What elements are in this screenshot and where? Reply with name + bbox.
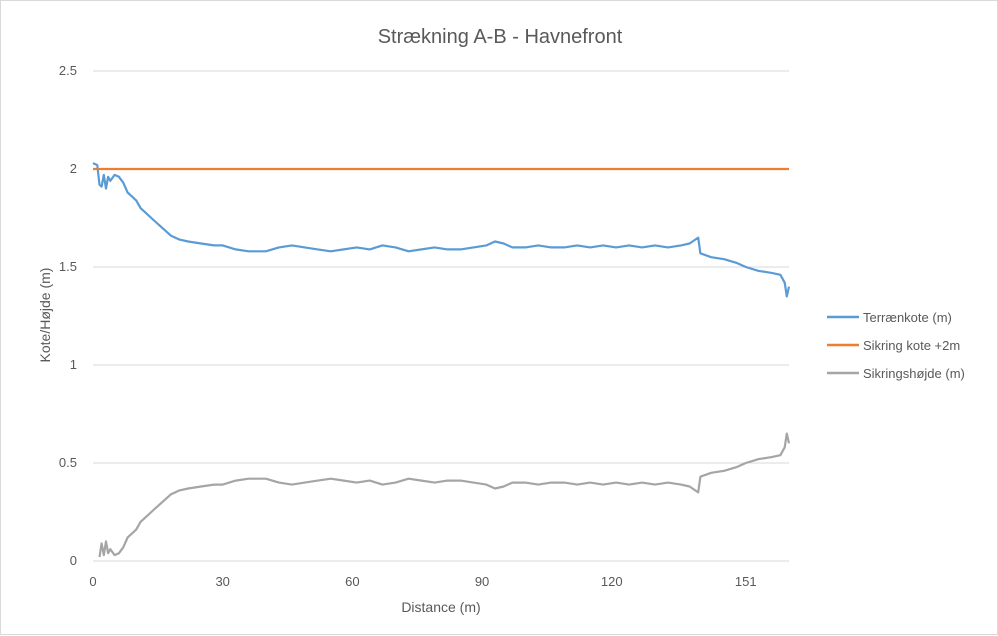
y-tick-label: 2 bbox=[70, 161, 77, 176]
y-axis-title: Kote/Højde (m) bbox=[37, 268, 53, 363]
chart-title: Strækning A-B - Havnefront bbox=[378, 26, 623, 48]
x-tick-label: 90 bbox=[475, 574, 489, 589]
y-tick-label: 2.5 bbox=[59, 63, 77, 78]
x-tick-label: 30 bbox=[215, 574, 229, 589]
y-tick-label: 1 bbox=[70, 357, 77, 372]
x-tick-label: 60 bbox=[345, 574, 359, 589]
legend-label: Sikring kote +2m bbox=[863, 338, 960, 353]
series-line-3 bbox=[98, 432, 791, 558]
series-lines bbox=[92, 162, 791, 558]
x-tick-label: 151 bbox=[735, 574, 757, 589]
x-axis-title: Distance (m) bbox=[401, 599, 480, 615]
x-axis-ticks: 0 30 60 90 120 151 bbox=[89, 574, 756, 589]
legend: Terrænkote (m) Sikring kote +2m Sikringshø… bbox=[827, 310, 965, 381]
y-tick-label: 0.5 bbox=[59, 455, 77, 470]
y-tick-label: 1.5 bbox=[59, 259, 77, 274]
series-line-1 bbox=[92, 162, 791, 298]
legend-label: Sikringshøjde (m) bbox=[863, 366, 965, 381]
gridlines bbox=[93, 70, 789, 464]
legend-label: Terrænkote (m) bbox=[863, 310, 952, 325]
x-tick-label: 120 bbox=[601, 574, 623, 589]
y-axis-ticks: 0 0.5 1 1.5 2 2.5 bbox=[59, 63, 77, 568]
y-tick-label: 0 bbox=[70, 553, 77, 568]
x-tick-label: 0 bbox=[89, 574, 96, 589]
